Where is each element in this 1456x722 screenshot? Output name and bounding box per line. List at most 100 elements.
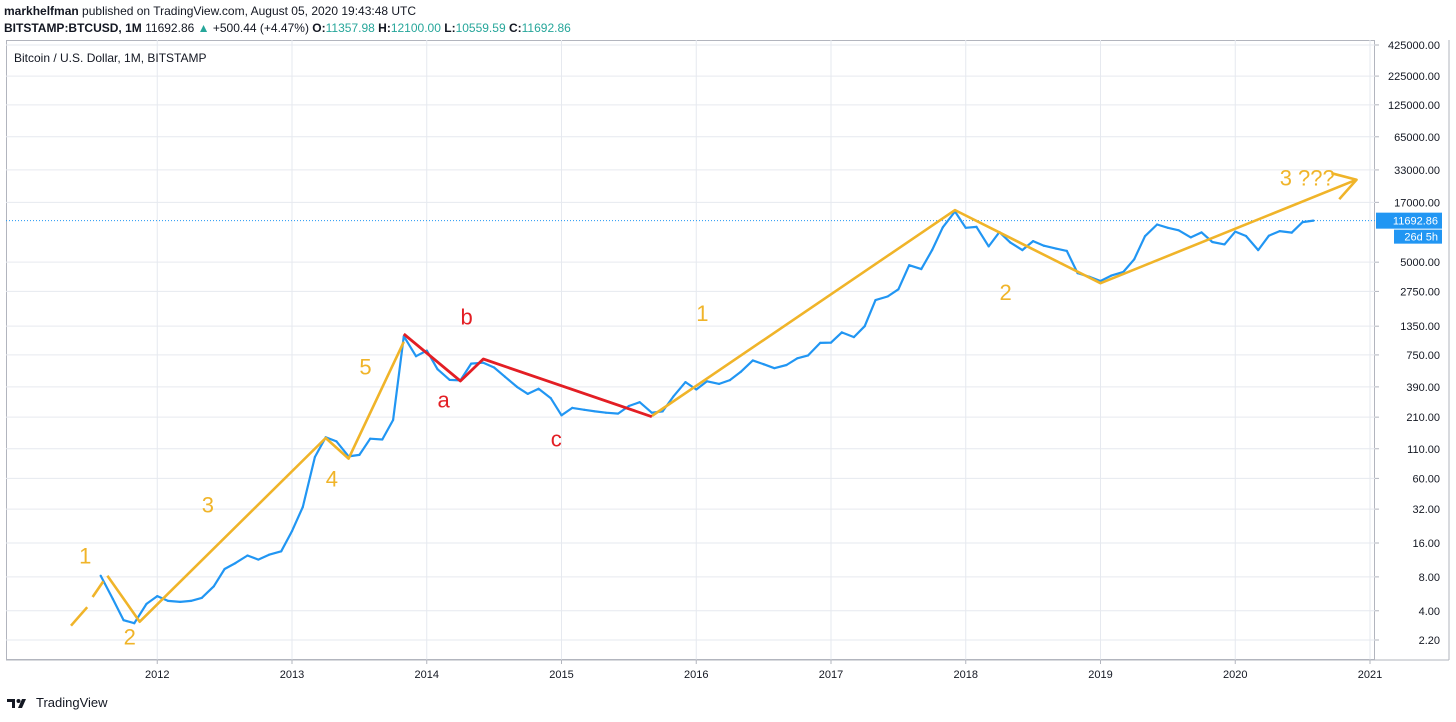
wave-label-6: b (460, 304, 472, 329)
price-point-11 (223, 567, 226, 571)
price-point-99 (1211, 240, 1214, 244)
up-arrow-icon: ▲ (197, 21, 210, 35)
wave-label-0: 1 (79, 544, 91, 569)
price-point-41 (560, 414, 563, 417)
wave-label-8: 1 (696, 301, 708, 326)
price-point-46 (616, 412, 620, 415)
price-point-74 (930, 249, 934, 252)
price-point-28 (414, 355, 418, 358)
x-tick-label-1: 2013 (280, 669, 304, 681)
price-point-96 (1177, 229, 1180, 232)
price-point-10 (212, 585, 215, 588)
publish-info: markhelfman published on TradingView.com… (4, 4, 416, 18)
price-point-101 (1234, 230, 1237, 233)
wave-label-2: 3 (202, 492, 214, 517)
y-tick-label-1: 4.00 (1419, 606, 1440, 618)
y-tick-label-5: 60.00 (1412, 473, 1440, 485)
price-point-68 (863, 325, 866, 328)
open-label: O: (312, 21, 326, 35)
price-point-57 (739, 370, 742, 373)
price-point-34 (482, 361, 485, 364)
y-tick-label-13: 17000.00 (1394, 197, 1440, 209)
price-point-73 (920, 268, 923, 271)
price-point-107 (1301, 221, 1304, 224)
price-point-9 (200, 596, 203, 600)
price-point-51 (672, 395, 675, 398)
chart-title: Bitcoin / U.S. Dollar, 1M, BITSTAMP (14, 51, 207, 65)
price-point-6 (166, 599, 170, 602)
close-label: C: (508, 21, 522, 35)
price-point-26 (391, 418, 395, 422)
y-tick-label-15: 65000.00 (1394, 132, 1440, 144)
price-point-37 (515, 385, 519, 388)
price-point-30 (436, 368, 439, 371)
price-point-102 (1244, 234, 1248, 238)
price-point-79 (987, 245, 990, 248)
price-point-49 (650, 411, 653, 414)
price-point-84 (1042, 244, 1046, 247)
price-point-104 (1267, 234, 1271, 237)
price-point-94 (1155, 223, 1159, 226)
price-point-39 (537, 387, 540, 390)
impulse-wave-line-2 (106, 341, 405, 624)
countdown-label: 26d 5h (1404, 232, 1438, 244)
x-tick-label-8: 2020 (1223, 669, 1247, 681)
price-point-12 (234, 562, 237, 565)
price-point-81 (1009, 241, 1012, 244)
price-point-77 (964, 226, 967, 229)
price-point-45 (604, 411, 608, 414)
price-point-67 (852, 335, 856, 339)
x-tick-label-9: 2021 (1358, 669, 1382, 681)
y-tick-label-11: 2750.00 (1400, 286, 1440, 298)
price-point-105 (1278, 229, 1281, 233)
price-point-16 (280, 550, 283, 553)
footer: TradingView (6, 695, 108, 710)
last-price: 11692.86 (145, 21, 195, 35)
price-point-66 (840, 331, 843, 334)
price-point-15 (267, 553, 271, 556)
price-point-69 (874, 299, 877, 302)
price-point-97 (1189, 236, 1192, 239)
price-point-25 (381, 438, 384, 441)
tradingview-logo-icon[interactable] (6, 696, 32, 710)
y-tick-label-16: 125000.00 (1388, 100, 1440, 112)
price-point-86 (1065, 249, 1068, 252)
y-tick-label-3: 16.00 (1412, 538, 1440, 550)
x-tick-label-4: 2016 (684, 669, 708, 681)
y-tick-label-14: 33000.00 (1394, 165, 1440, 177)
price-point-92 (1133, 258, 1136, 261)
countdown-box (1394, 229, 1442, 244)
price-point-50 (661, 410, 664, 413)
tradingview-brand[interactable]: TradingView (36, 695, 108, 710)
price-point-36 (503, 375, 507, 378)
impulse-wave-line-1 (91, 580, 105, 598)
price-point-21 (335, 440, 338, 443)
price-point-95 (1166, 226, 1169, 229)
price-point-64 (819, 341, 822, 344)
price-point-42 (571, 406, 574, 409)
price-point-78 (975, 225, 978, 228)
price-point-52 (684, 381, 687, 384)
price-point-24 (369, 437, 372, 440)
x-tick-label-0: 2012 (145, 669, 169, 681)
price-point-4 (145, 602, 148, 606)
price-tag-label: 11692.86 (1393, 216, 1438, 228)
author-name[interactable]: markhelfman (4, 4, 79, 18)
y-tick-label-0: 2.20 (1419, 635, 1440, 647)
price-point-47 (627, 404, 630, 408)
price-point-38 (526, 392, 529, 395)
open-value: 11357.98 (325, 21, 375, 35)
price-point-8 (189, 599, 193, 602)
symbol-label: BITSTAMP:BTCUSD, 1M (4, 21, 142, 35)
price-point-55 (718, 382, 721, 385)
low-value: 10559.59 (455, 21, 506, 35)
symbol-info: BITSTAMP:BTCUSD, 1M 11692.86 ▲ +500.44 (… (4, 21, 571, 35)
price-point-40 (549, 397, 552, 400)
price-change: +500.44 (+4.47%) (212, 21, 309, 35)
price-point-71 (897, 288, 900, 291)
wave-label-1: 2 (124, 625, 136, 650)
price-point-44 (594, 410, 597, 413)
wave-label-9: 2 (999, 280, 1011, 305)
price-point-2 (122, 619, 125, 622)
